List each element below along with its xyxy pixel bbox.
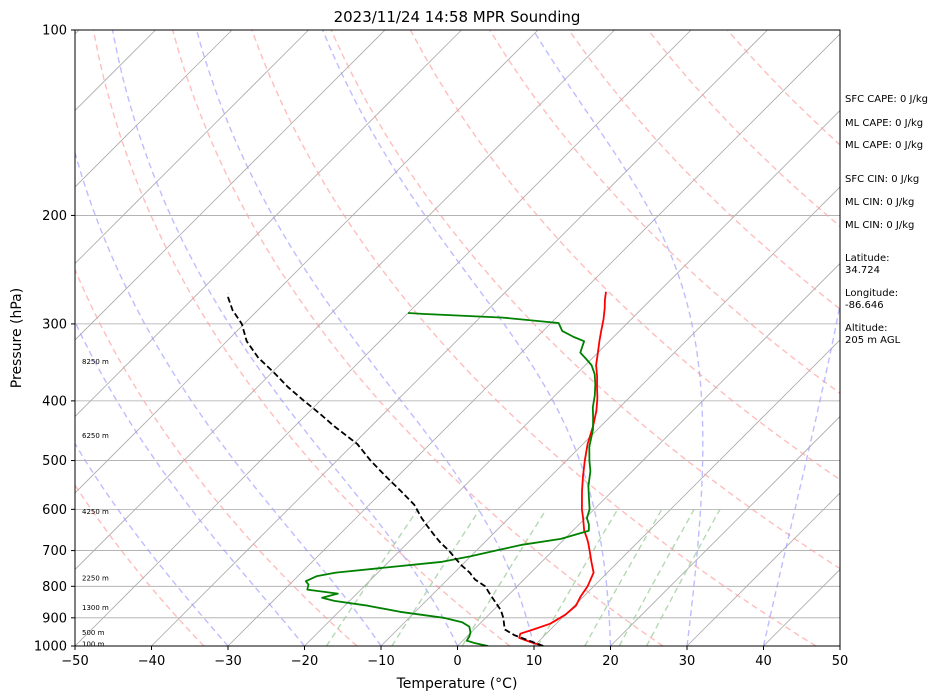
height-label: 500 m bbox=[82, 629, 105, 637]
height-label: 8250 m bbox=[82, 358, 109, 366]
isotherm-line bbox=[75, 30, 539, 494]
side-info-text: -86.646 bbox=[845, 300, 884, 311]
height-label: 100 m bbox=[82, 641, 105, 649]
side-info-panel: SFC CAPE: 0 J/kg ML CAPE: 0 J/kg ML CAPE: … bbox=[845, 94, 928, 346]
x-axis: −50 −40 −30 −20 −10 0 10 20 30 40 50 bbox=[61, 646, 848, 669]
isotherm-line bbox=[0, 30, 3, 646]
parcel-profile bbox=[227, 293, 544, 646]
background-lines bbox=[0, 30, 840, 646]
dry-adiabat bbox=[251, 30, 817, 646]
dry-adiabat bbox=[330, 30, 840, 570]
dry-adiabat bbox=[568, 30, 840, 310]
plot-background bbox=[75, 30, 840, 646]
isotherm-line bbox=[304, 109, 840, 646]
side-info-text: SFC CIN: 0 J/kg bbox=[845, 174, 919, 185]
side-info-text: ML CIN: 0 J/kg bbox=[845, 220, 914, 231]
y-tick-label: 400 bbox=[42, 394, 67, 409]
mixing-ratio-line bbox=[645, 508, 721, 646]
height-label: 1300 m bbox=[82, 604, 109, 612]
isotherm-line bbox=[75, 30, 386, 341]
x-tick-label: 20 bbox=[602, 654, 619, 669]
side-info-text: 34.724 bbox=[845, 265, 880, 276]
dry-adiabat bbox=[75, 267, 358, 646]
isotherm-line bbox=[75, 30, 462, 418]
isotherm-line bbox=[227, 33, 840, 646]
side-info-text: ML CAPE: 0 J/kg bbox=[845, 118, 923, 129]
x-tick-label: −40 bbox=[138, 654, 165, 669]
moist-adiabat bbox=[75, 442, 229, 646]
y-axis: 100 200 300 400 500 600 700 800 900 1000 bbox=[34, 24, 75, 655]
y-tick-label: 900 bbox=[42, 611, 67, 626]
side-info-text: Latitude: bbox=[845, 253, 890, 264]
temperature-profile bbox=[518, 291, 607, 646]
isotherm-line bbox=[533, 339, 840, 646]
isotherm-line bbox=[151, 30, 768, 646]
y-tick-label: 200 bbox=[42, 209, 67, 224]
moist-adiabat bbox=[111, 30, 459, 646]
y-tick-label: 1000 bbox=[34, 640, 67, 655]
height-labels: 100 m 500 m 1300 m 2250 m 4250 m 6250 m 8250 m bbox=[82, 358, 109, 649]
side-info-text: Altitude: bbox=[845, 323, 887, 334]
isotherm-line bbox=[75, 30, 233, 188]
x-tick-label: 40 bbox=[755, 654, 772, 669]
mixing-ratio-line bbox=[537, 508, 619, 646]
x-axis-title: Temperature (°C) bbox=[396, 676, 518, 692]
y-tick-label: 100 bbox=[42, 24, 67, 39]
y-tick-label: 800 bbox=[42, 580, 67, 595]
x-tick-label: −20 bbox=[291, 654, 318, 669]
x-tick-label: 0 bbox=[453, 654, 461, 669]
side-info-text: ML CAPE: 0 J/kg bbox=[845, 140, 923, 151]
mixing-ratio-line bbox=[618, 508, 695, 646]
height-label: 4250 m bbox=[82, 508, 109, 516]
moist-adiabat bbox=[532, 30, 704, 646]
mixing-ratio-line bbox=[391, 508, 481, 646]
dry-adiabat bbox=[489, 30, 840, 395]
isotherm-line bbox=[75, 30, 692, 646]
y-tick-label: 300 bbox=[42, 317, 67, 332]
dewpoint-profile bbox=[304, 312, 597, 646]
isotherm-line bbox=[75, 30, 309, 265]
x-tick-label: −50 bbox=[61, 654, 88, 669]
mixing-ratio-line bbox=[584, 508, 663, 646]
side-info-text: SFC CAPE: 0 J/kg bbox=[845, 94, 928, 105]
isotherm-line bbox=[610, 415, 840, 646]
chart-title: 2023/11/24 14:58 MPR Sounding bbox=[334, 8, 581, 26]
height-label: 2250 m bbox=[82, 574, 109, 582]
mixing-ratio-line bbox=[461, 508, 547, 646]
side-info-text: Longitude: bbox=[845, 288, 898, 299]
isotherm-line bbox=[75, 30, 615, 571]
side-info-text: ML CIN: 0 J/kg bbox=[845, 197, 914, 208]
y-tick-label: 500 bbox=[42, 454, 67, 469]
y-tick-label: 700 bbox=[42, 544, 67, 559]
dry-adiabat bbox=[75, 483, 205, 646]
x-tick-label: 10 bbox=[526, 654, 543, 669]
y-axis-title: Pressure (hPa) bbox=[9, 288, 25, 388]
isotherm-line bbox=[380, 186, 840, 646]
side-info-text: 205 m AGL bbox=[845, 335, 901, 346]
y-tick-label: 600 bbox=[42, 503, 67, 518]
profile-lines bbox=[227, 291, 607, 646]
height-label: 6250 m bbox=[82, 432, 109, 440]
dry-adiabat bbox=[171, 30, 664, 646]
x-tick-label: −30 bbox=[214, 654, 241, 669]
isotherm-line bbox=[686, 492, 840, 646]
moist-adiabat bbox=[762, 301, 840, 646]
mixing-ratio-line bbox=[325, 508, 419, 646]
moist-adiabat bbox=[195, 30, 535, 646]
x-tick-label: 30 bbox=[679, 654, 696, 669]
isotherm-line bbox=[457, 262, 840, 646]
x-tick-label: −10 bbox=[367, 654, 394, 669]
x-tick-label: 50 bbox=[832, 654, 849, 669]
